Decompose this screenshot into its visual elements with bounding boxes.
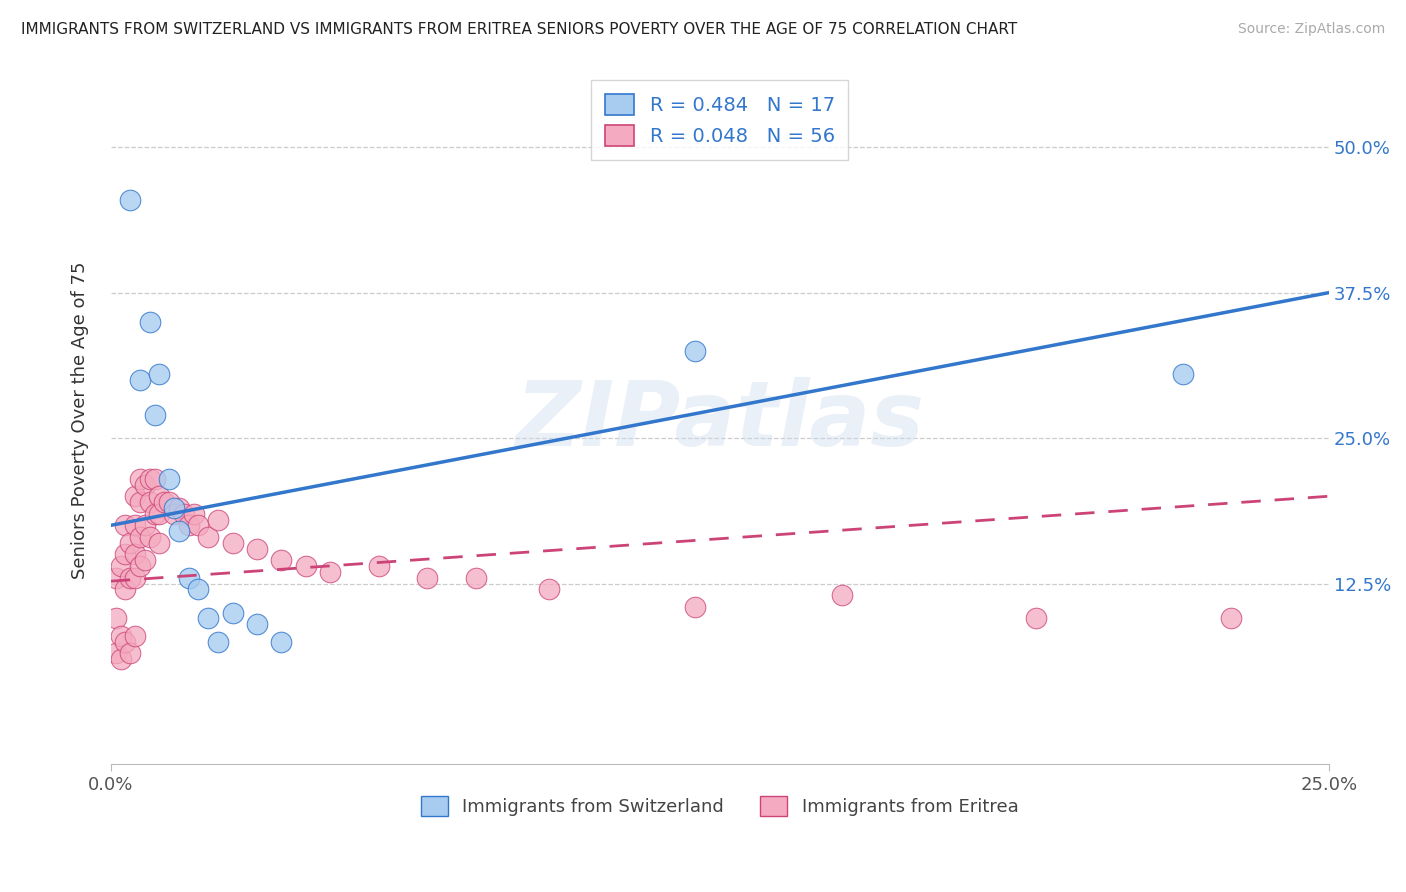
Point — [129, 472, 152, 486]
Point — [129, 559, 152, 574]
Point — [124, 518, 146, 533]
Point — [367, 559, 389, 574]
Point — [163, 500, 186, 515]
Point — [246, 617, 269, 632]
Point — [134, 553, 156, 567]
Point — [120, 571, 142, 585]
Point — [177, 571, 200, 585]
Point — [129, 495, 152, 509]
Y-axis label: Seniors Poverty Over the Age of 75: Seniors Poverty Over the Age of 75 — [72, 262, 89, 580]
Point — [120, 193, 142, 207]
Point — [129, 373, 152, 387]
Point — [120, 646, 142, 660]
Point — [177, 518, 200, 533]
Point — [114, 548, 136, 562]
Point — [148, 367, 170, 381]
Point — [153, 495, 176, 509]
Point — [270, 634, 292, 648]
Point — [1171, 367, 1194, 381]
Point — [104, 611, 127, 625]
Point — [129, 530, 152, 544]
Point — [197, 611, 219, 625]
Point — [124, 548, 146, 562]
Point — [134, 477, 156, 491]
Point — [114, 634, 136, 648]
Point — [110, 652, 132, 666]
Point — [465, 571, 488, 585]
Point — [114, 582, 136, 597]
Point — [148, 507, 170, 521]
Point — [167, 500, 190, 515]
Point — [187, 582, 209, 597]
Point — [139, 315, 162, 329]
Legend: Immigrants from Switzerland, Immigrants from Eritrea: Immigrants from Switzerland, Immigrants … — [413, 789, 1026, 823]
Point — [167, 524, 190, 538]
Point — [685, 599, 707, 614]
Point — [139, 472, 162, 486]
Point — [207, 512, 229, 526]
Point — [246, 541, 269, 556]
Point — [124, 571, 146, 585]
Point — [148, 489, 170, 503]
Point — [831, 588, 853, 602]
Text: Source: ZipAtlas.com: Source: ZipAtlas.com — [1237, 22, 1385, 37]
Point — [319, 565, 342, 579]
Point — [104, 646, 127, 660]
Point — [270, 553, 292, 567]
Point — [294, 559, 316, 574]
Point — [197, 530, 219, 544]
Text: ZIPatlas: ZIPatlas — [515, 376, 924, 465]
Point — [221, 606, 243, 620]
Point — [143, 408, 166, 422]
Point — [120, 536, 142, 550]
Point — [148, 536, 170, 550]
Point — [124, 489, 146, 503]
Point — [1025, 611, 1047, 625]
Point — [157, 495, 180, 509]
Text: IMMIGRANTS FROM SWITZERLAND VS IMMIGRANTS FROM ERITREA SENIORS POVERTY OVER THE : IMMIGRANTS FROM SWITZERLAND VS IMMIGRANT… — [21, 22, 1018, 37]
Point — [221, 536, 243, 550]
Point — [143, 472, 166, 486]
Point — [163, 507, 186, 521]
Point — [143, 507, 166, 521]
Point — [416, 571, 439, 585]
Point — [173, 507, 195, 521]
Point — [187, 518, 209, 533]
Point — [538, 582, 561, 597]
Point — [110, 629, 132, 643]
Point — [207, 634, 229, 648]
Point — [124, 629, 146, 643]
Point — [139, 530, 162, 544]
Point — [1220, 611, 1243, 625]
Point — [104, 571, 127, 585]
Point — [114, 518, 136, 533]
Point — [157, 472, 180, 486]
Point — [183, 507, 205, 521]
Point — [134, 518, 156, 533]
Point — [685, 343, 707, 358]
Point — [110, 559, 132, 574]
Point — [139, 495, 162, 509]
